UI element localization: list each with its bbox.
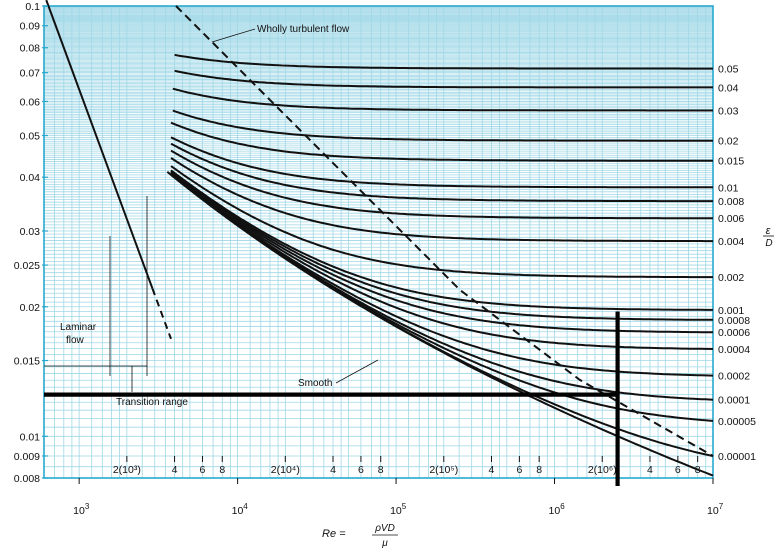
x-minor-tick-label: 8 (219, 464, 225, 476)
x-minor-tick-label: 8 (536, 464, 542, 476)
roughness-label: 0.006 (718, 213, 744, 225)
smooth-curve (166, 171, 714, 477)
annotation-smooth: Smooth (298, 378, 332, 389)
roughness-label: 0.05 (718, 64, 739, 76)
x-minor-tick-label: 2(10⁴) (271, 464, 300, 476)
x-minor-tick-label: 2(10⁵) (429, 464, 458, 476)
roughness-curve (172, 87, 713, 112)
roughness-curve (170, 121, 713, 162)
x-minor-tick-label: 4 (330, 464, 336, 476)
roughness-label: 0.004 (718, 236, 744, 248)
roughness-label: 0.0002 (718, 371, 750, 383)
roughness-label: 0.0004 (718, 344, 750, 356)
x-axis-label-lhs: Re = (322, 528, 346, 540)
roughness-curve (170, 136, 713, 189)
x-minor-tick-label: 6 (675, 464, 681, 476)
right-axis-label-num: ε (766, 225, 771, 237)
x-minor-tick-label: 8 (378, 464, 384, 476)
y-tick-label: 0.08 (20, 43, 41, 55)
annotation-smooth-arrow (335, 359, 379, 384)
roughness-label: 0.02 (718, 136, 739, 148)
roughness-curve (174, 53, 713, 70)
x-minor-tick-label: 4 (172, 464, 178, 476)
y-tick-label: 0.02 (20, 302, 41, 314)
y-tick-label: 0.015 (14, 356, 40, 368)
x-minor-tick-label: 2(10⁶) (588, 464, 617, 476)
x-minor-tick-label: 4 (489, 464, 495, 476)
y-tick-label: 0.04 (20, 172, 41, 184)
annotation-wholly-turbulent: Wholly turbulent flow (257, 24, 350, 35)
x-major-tick-label: 105 (390, 502, 407, 517)
x-major-tick-label: 106 (549, 502, 566, 517)
y-tick-label: 0.09 (20, 21, 41, 33)
roughness-label: 0.015 (718, 156, 744, 168)
roughness-curve (170, 157, 713, 243)
roughness-curve (170, 165, 713, 279)
x-major-tick-label: 103 (73, 502, 90, 517)
y-tick-label: 0.1 (25, 1, 40, 13)
y-tick-label: 0.01 (20, 431, 41, 443)
y-tick-label: 0.03 (20, 226, 41, 238)
annotation-arrow (211, 28, 256, 43)
wholly-turbulent-boundary (175, 5, 714, 457)
roughness-label: 0.01 (718, 182, 739, 194)
roughness-label: 0.03 (718, 105, 739, 117)
roughness-label: 0.0006 (718, 327, 750, 339)
roughness-curve (172, 109, 713, 142)
roughness-curve (170, 171, 713, 334)
roughness-label: 0.002 (718, 272, 744, 284)
x-minor-tick-label: 2(10³) (113, 464, 141, 476)
y-tick-label: 0.025 (14, 260, 40, 272)
annotation-laminar-2: flow (66, 335, 85, 346)
roughness-curve (170, 173, 714, 377)
right-axis-label-den: D (765, 238, 772, 249)
roughness-curve (170, 173, 714, 401)
y-tick-label: 0.008 (14, 473, 40, 485)
roughness-curve (170, 149, 713, 220)
x-axis-label-den: μ (381, 538, 388, 549)
roughness-label: 0.0001 (718, 395, 750, 407)
x-minor-tick-label: 6 (516, 464, 522, 476)
roughness-label: 0.00005 (718, 416, 756, 428)
roughness-curves (45, 0, 714, 477)
roughness-curve (170, 172, 714, 350)
x-major-tick-label: 104 (232, 502, 249, 517)
x-minor-tick-label: 6 (358, 464, 364, 476)
roughness-label: 0.001 (718, 305, 744, 317)
roughness-label: 0.0008 (718, 315, 750, 327)
roughness-curve (174, 69, 713, 89)
y-tick-label: 0.07 (20, 68, 41, 80)
y-tick-label: 0.06 (20, 96, 41, 108)
roughness-curve (170, 170, 713, 321)
laminar-dashed-line (151, 288, 172, 340)
roughness-label: 0.00001 (718, 451, 756, 463)
axis-labels: 0.1 0.09 0.08 0.07 0.06 0.05 0.04 0.03 0.025 0.02… (14, 1, 774, 549)
roughness-curve (170, 142, 713, 203)
x-minor-tick-label: 4 (647, 464, 653, 476)
x-axis-label-num: ρVD (374, 523, 395, 534)
annotation-transition: Transition range (116, 397, 188, 408)
x-minor-tick-label: 6 (200, 464, 206, 476)
annotation-laminar-1: Laminar (60, 322, 97, 333)
x-major-tick-label: 107 (707, 502, 724, 517)
y-tick-label: 0.05 (20, 131, 41, 143)
y-tick-label: 0.009 (14, 451, 40, 463)
roughness-label: 0.04 (718, 82, 739, 94)
x-minor-tick-label: 8 (695, 464, 701, 476)
roughness-curve (170, 169, 713, 311)
laminar-line (45, 0, 154, 289)
roughness-label: 0.008 (718, 196, 744, 208)
overlay: Wholly turbulent flow Laminar flow Transiti… (44, 5, 714, 486)
